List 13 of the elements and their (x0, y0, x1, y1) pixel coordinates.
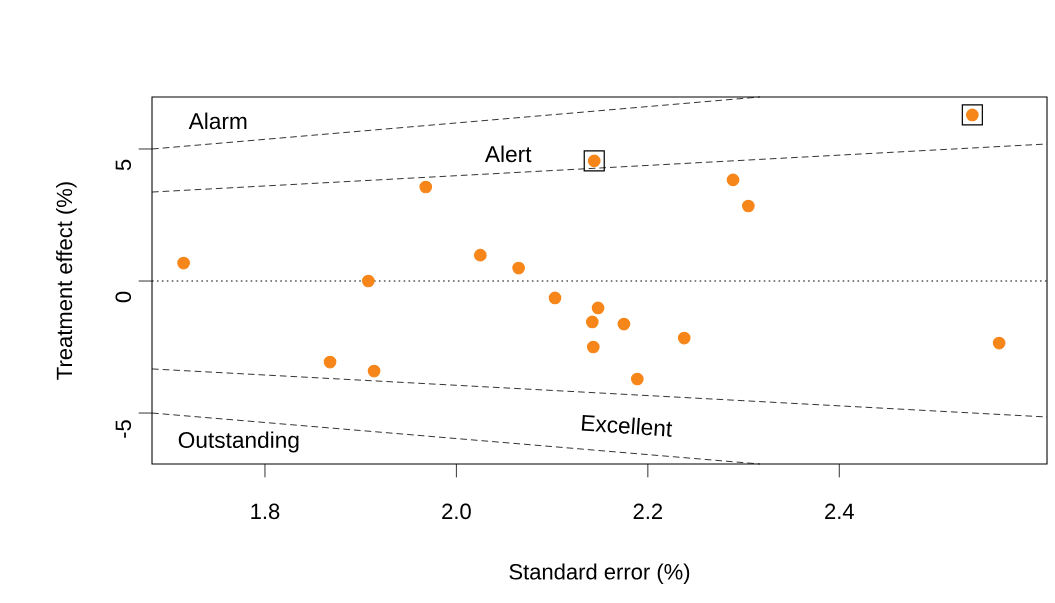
x-axis-title: Standard error (%) (509, 563, 690, 584)
annotation: Outstanding (178, 431, 299, 453)
y-tick-label: 0 (115, 291, 132, 303)
x-tick-label: 2.0 (442, 503, 471, 520)
x-tick-label: 2.4 (825, 503, 854, 519)
x-tick-label: 2.2 (633, 503, 663, 519)
annotation: Alarm (188, 112, 247, 130)
annotation: Excellent (581, 414, 673, 437)
annotation: Alert (484, 145, 532, 163)
y-axis-title: Treatment effect (%) (56, 182, 77, 380)
x-tick-label: 1.8 (251, 503, 280, 520)
y-tick-label: -5 (115, 420, 132, 438)
y-tick-label: 5 (115, 159, 132, 171)
